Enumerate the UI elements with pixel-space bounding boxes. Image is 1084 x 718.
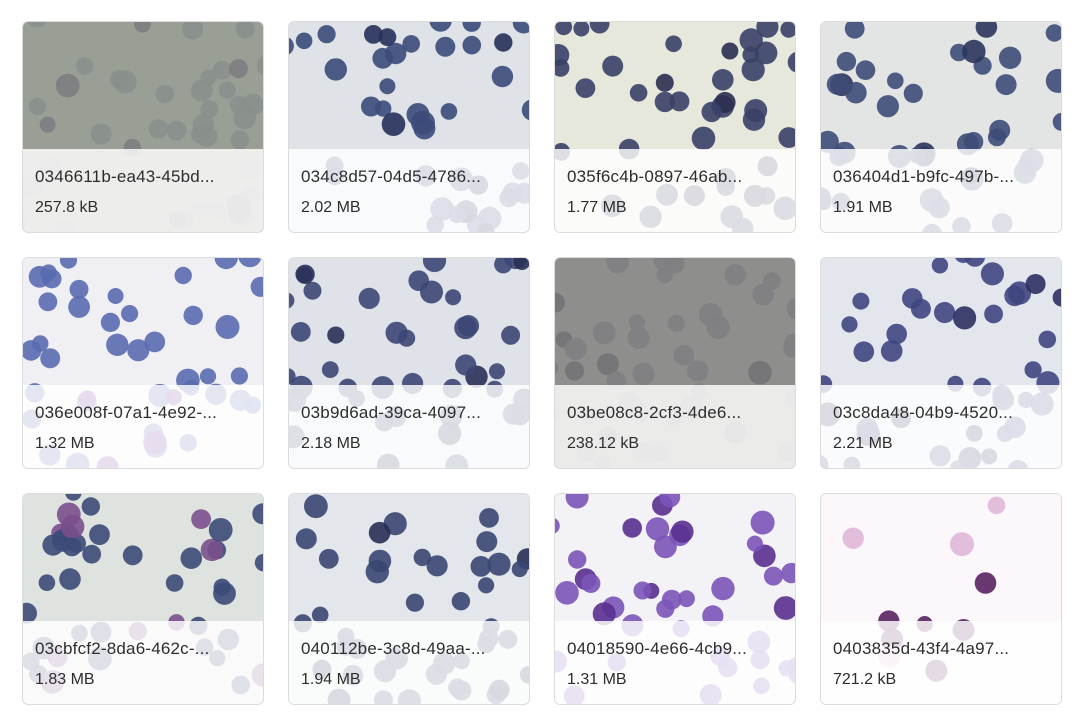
- file-size: 1.32 MB: [35, 435, 95, 452]
- file-name: 04018590-4e66-4cb9...: [567, 639, 748, 658]
- card-info: 03c8da48-04b9-4520... 2.21 MB: [821, 385, 1061, 468]
- image-card[interactable]: 03c8da48-04b9-4520... 2.21 MB: [820, 257, 1062, 469]
- image-card[interactable]: 035f6c4b-0897-46ab... 1.77 MB: [554, 21, 796, 233]
- image-card[interactable]: 034c8d57-04d5-4786... 2.02 MB: [288, 21, 530, 233]
- image-card[interactable]: 040112be-3c8d-49aa-... 1.94 MB: [288, 493, 530, 705]
- file-name: 03b9d6ad-39ca-4097...: [301, 403, 482, 422]
- file-size: 1.83 MB: [35, 671, 95, 688]
- file-name: 040112be-3c8d-49aa-...: [301, 639, 486, 658]
- file-size: 2.02 MB: [301, 199, 361, 216]
- file-size: 1.91 MB: [833, 199, 893, 216]
- card-info: 03b9d6ad-39ca-4097... 2.18 MB: [289, 385, 529, 468]
- card-info: 03be08c8-2cf3-4de6... 238.12 kB: [555, 385, 795, 468]
- card-info: 035f6c4b-0897-46ab... 1.77 MB: [555, 149, 795, 232]
- file-size: 721.2 kB: [833, 671, 897, 688]
- image-card[interactable]: 0346611b-ea43-45bd... 257.8 kB: [22, 21, 264, 233]
- file-size: 1.94 MB: [301, 671, 361, 688]
- file-name: 03c8da48-04b9-4520...: [833, 403, 1014, 422]
- card-info: 036e008f-07a1-4e92-... 1.32 MB: [23, 385, 263, 468]
- card-info: 0346611b-ea43-45bd... 257.8 kB: [23, 149, 263, 232]
- file-size: 238.12 kB: [567, 435, 640, 452]
- file-name: 036404d1-b9fc-497b-...: [833, 167, 1015, 186]
- file-name: 0403835d-43f4-4a97...: [833, 639, 1010, 658]
- image-card[interactable]: 0403835d-43f4-4a97... 721.2 kB: [820, 493, 1062, 705]
- card-info: 0403835d-43f4-4a97... 721.2 kB: [821, 621, 1061, 704]
- file-name: 03be08c8-2cf3-4de6...: [567, 403, 742, 422]
- file-name: 03cbfcf2-8da6-462c-...: [35, 639, 210, 658]
- file-size: 2.18 MB: [301, 435, 361, 452]
- file-size: 1.31 MB: [567, 671, 627, 688]
- card-info: 034c8d57-04d5-4786... 2.02 MB: [289, 149, 529, 232]
- file-name: 035f6c4b-0897-46ab...: [567, 167, 743, 186]
- image-card[interactable]: 03be08c8-2cf3-4de6... 238.12 kB: [554, 257, 796, 469]
- card-info: 04018590-4e66-4cb9... 1.31 MB: [555, 621, 795, 704]
- image-card[interactable]: 036e008f-07a1-4e92-... 1.32 MB: [22, 257, 264, 469]
- image-card[interactable]: 04018590-4e66-4cb9... 1.31 MB: [554, 493, 796, 705]
- card-info: 03cbfcf2-8da6-462c-... 1.83 MB: [23, 621, 263, 704]
- file-size: 1.77 MB: [567, 199, 627, 216]
- file-name: 036e008f-07a1-4e92-...: [35, 403, 218, 422]
- image-card[interactable]: 03cbfcf2-8da6-462c-... 1.83 MB: [22, 493, 264, 705]
- image-card[interactable]: 036404d1-b9fc-497b-... 1.91 MB: [820, 21, 1062, 233]
- card-info: 040112be-3c8d-49aa-... 1.94 MB: [289, 621, 529, 704]
- image-card[interactable]: 03b9d6ad-39ca-4097... 2.18 MB: [288, 257, 530, 469]
- file-size: 257.8 kB: [35, 199, 99, 216]
- card-info: 036404d1-b9fc-497b-... 1.91 MB: [821, 149, 1061, 232]
- file-size: 2.21 MB: [833, 435, 893, 452]
- file-name: 0346611b-ea43-45bd...: [35, 167, 215, 186]
- file-name: 034c8d57-04d5-4786...: [301, 167, 482, 186]
